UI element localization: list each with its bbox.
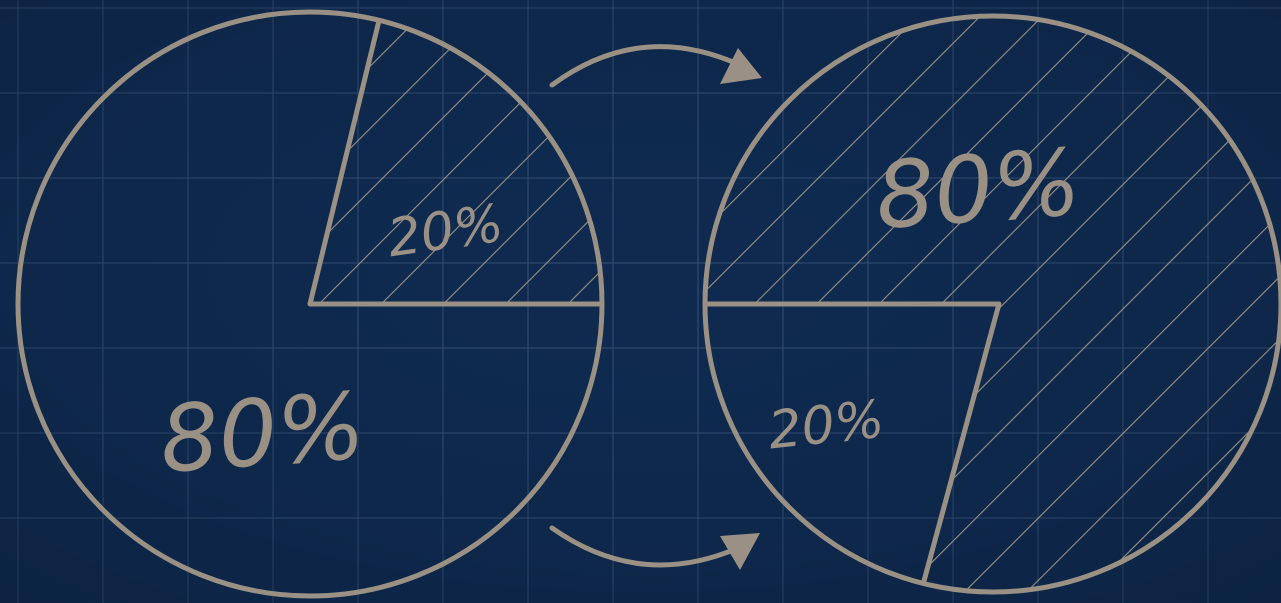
pie-slice-20-hatched [310,20,602,304]
pie-slice-80-hatched [705,16,1281,593]
slice-label-small: 20% [766,390,887,462]
pie-dividers [705,301,1002,585]
pie-chart-after: 80% 20% [702,13,1281,595]
curved-arrow-right-icon [549,44,762,88]
pie-dividers [307,19,602,307]
slice-label-large: 80% [872,129,1083,250]
slice-label-large: 80% [157,373,368,494]
curved-arrow-right-icon [549,525,760,570]
pie-chart-before: 20% 80% [15,9,605,599]
